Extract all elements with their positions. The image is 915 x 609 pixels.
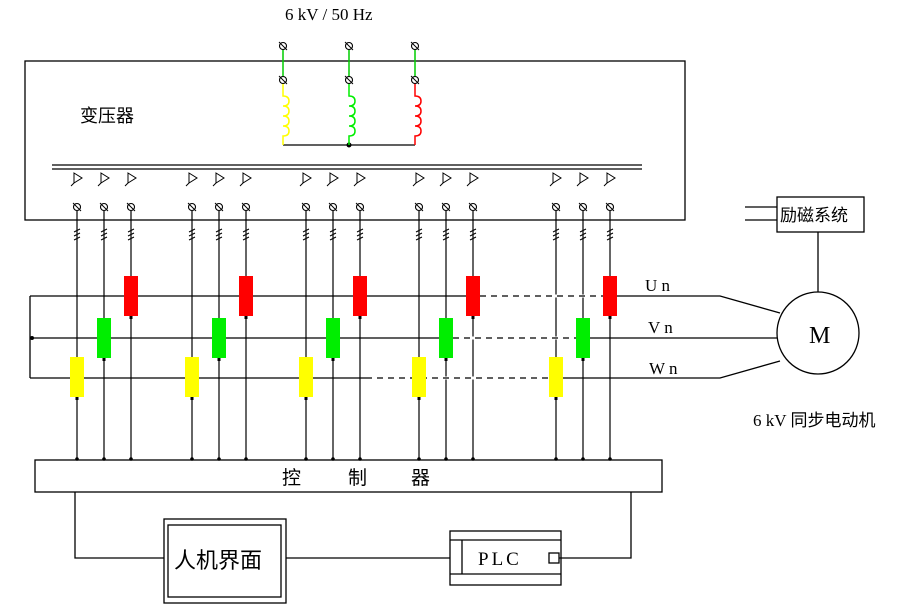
winding-icon (412, 172, 425, 187)
winding-icon (299, 172, 312, 187)
phase-w-label: W n (649, 359, 678, 378)
cable-mark-icon (606, 228, 614, 241)
hmi-box (163, 518, 287, 604)
plc-label: PLC (478, 549, 522, 570)
transformer-box (24, 60, 686, 221)
cable-mark-icon (188, 228, 196, 241)
cable-mark-icon (100, 228, 108, 241)
cable-mark-icon (415, 228, 423, 241)
winding-icon (185, 172, 198, 187)
winding-icon (466, 172, 479, 187)
supply-label: 6 kV / 50 Hz (285, 5, 373, 24)
winding-icon (603, 172, 616, 187)
winding-icon (353, 172, 366, 187)
coil-0 (282, 80, 290, 145)
motor-circle (776, 291, 860, 375)
cable-mark-icon (302, 228, 310, 241)
winding-icon (97, 172, 110, 187)
winding-icon (70, 172, 83, 187)
cable-mark-icon (329, 228, 337, 241)
cable-mark-icon (579, 228, 587, 241)
excitation-label: 励磁系统 (780, 206, 848, 225)
winding-icon (124, 172, 137, 187)
cable-mark-icon (215, 228, 223, 241)
hmi-label: 人机界面 (174, 548, 262, 573)
motor-symbol: M (809, 323, 830, 349)
controller-box (34, 459, 663, 493)
winding-icon (439, 172, 452, 187)
controller-label-2: 制 (348, 467, 367, 489)
cable-mark-icon (242, 228, 250, 241)
cable-mark-icon (127, 228, 135, 241)
controller-label-3: 器 (411, 468, 430, 489)
cable-mark-icon (552, 228, 560, 241)
transformer-label: 变压器 (80, 106, 134, 126)
winding-icon (549, 172, 562, 187)
cable-mark-icon (356, 228, 364, 241)
coil-1 (348, 80, 356, 145)
cable-mark-icon (442, 228, 450, 241)
coil-2 (414, 80, 422, 145)
winding-icon (239, 172, 252, 187)
winding-icon (576, 172, 589, 187)
controller-label-1: 控 (282, 467, 301, 489)
cable-mark-icon (73, 228, 81, 241)
phase-u-label: U n (645, 276, 671, 295)
cable-mark-icon (469, 228, 477, 241)
excitation-box (776, 196, 865, 233)
winding-icon (326, 172, 339, 187)
phase-v-label: V n (648, 318, 673, 337)
winding-icon (212, 172, 225, 187)
motor-label: 6 kV 同步电动机 (753, 411, 875, 430)
